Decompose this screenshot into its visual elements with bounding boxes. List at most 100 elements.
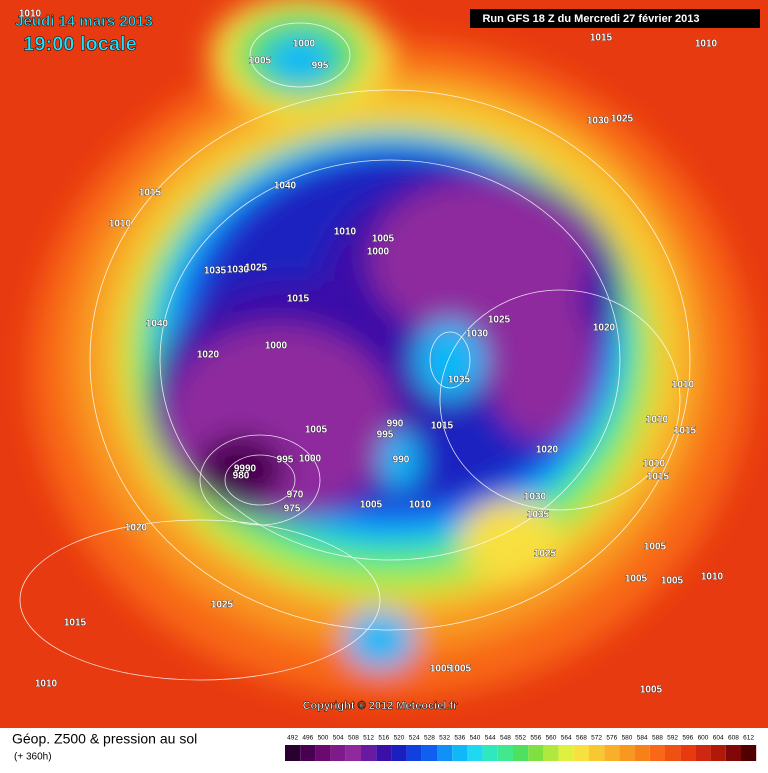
colorbar-swatch [376,745,392,761]
isobar-label: 1015 [64,618,87,629]
isobar-label: 995 [377,430,394,441]
isobar-label: 975 [284,504,301,515]
colorbar-label: 588 [652,735,663,742]
colorbar-swatch [482,745,498,761]
isobar-label: 1025 [211,600,234,611]
isobar-label: 1010 [19,9,42,20]
colorbar-label: 580 [622,735,633,742]
colorbar-label: 608 [728,735,739,742]
colorbar-label: 572 [591,735,602,742]
run-info: Run GFS 18 Z du Mercredi 27 février 2013 [482,13,699,25]
colorbar-swatch [452,745,468,761]
run-box [470,9,760,28]
colorbar-swatch [330,745,346,761]
isobar-label: 1005 [661,576,684,587]
isobar-label: 1025 [245,263,268,274]
isobar-label: 1030 [524,492,547,503]
colorbar-label: 492 [287,735,298,742]
colorbar-swatch [634,745,650,761]
colorbar-label: 496 [302,735,313,742]
isobar-label: 995 [312,61,329,72]
colorbar-swatch [391,745,407,761]
isobar-label: 1010 [672,380,695,391]
isobar-label: 1025 [611,114,634,125]
isobar-label: 1015 [139,188,162,199]
isobar-label: 1010 [334,227,357,238]
isobar-label: 1000 [299,454,322,465]
colorbar: 492 496 500 504 508 512 516 520 524 528 532 536 540 5… [285,735,757,761]
colorbar-label: 592 [667,735,678,742]
colorbar-label: 560 [546,735,557,742]
isobar-label: 1000 [265,341,288,352]
isobar-label: 1005 [360,500,383,511]
isobar-label: 1000 [293,39,316,50]
isobar-label: 1025 [488,315,511,326]
isobar-label: 1025 [534,549,557,560]
map: Jeudi 14 mars 2013 19:00 locale Run GFS … [0,0,768,728]
colorbar-swatch [695,745,711,761]
isobar-label: 1010 [701,572,724,583]
colorbar-label: 548 [500,735,511,742]
isobar-label: 1010 [695,39,718,50]
date: Jeudi 14 mars 2013 [15,13,153,30]
isobar-label: 1005 [372,234,395,245]
isobar-label: 9990 [234,464,257,475]
colorbar-label: 500 [318,735,329,742]
isobar-label: 980 [233,471,250,482]
colorbar-swatch [573,745,589,761]
colorbar-swatch [437,745,453,761]
isobar-label: 1020 [593,323,616,334]
isobar-label: 1010 [109,219,132,230]
isobar-label: 1020 [197,350,220,361]
legend: Géop. Z500 & pression au sol (+ 360h) 49… [0,728,768,768]
colorbar-label: 512 [363,735,374,742]
isobar-label: 1040 [146,319,169,330]
colorbar-swatch [300,745,316,761]
colorbar-swatch [406,745,422,761]
isobar-label: 1000 [367,247,390,258]
isobar-label: 1035 [204,266,227,277]
isobar-label: 1005 [430,664,453,675]
isobar-label: 1030 [227,265,250,276]
isobar-label: 1020 [536,445,559,456]
isobar-label: 1015 [287,294,310,305]
copyright: Copyright © 2012 Meteociel.fr [303,700,459,712]
colorbar-swatch [619,745,635,761]
isobar-label: 1010 [35,679,58,690]
colorbar-label: 508 [348,735,359,742]
colorbar-label: 584 [637,735,648,742]
colorbar-label: 532 [439,735,450,742]
isobar-label: 1015 [674,426,697,437]
time: 19:00 locale [23,33,136,55]
colorbar-swatch [741,745,757,761]
colorbar-label: 536 [454,735,465,742]
colorbar-label: 540 [470,735,481,742]
colorbar-swatch [421,745,437,761]
colorbar-swatch [649,745,665,761]
colorbar-label: 600 [698,735,709,742]
colorbar-label: 524 [409,735,420,742]
colorbar-label: 552 [515,735,526,742]
colorbar-swatch [528,745,544,761]
colorbar-label: 612 [743,735,754,742]
isobar-label: 1005 [305,425,328,436]
colorbar-swatch [725,745,741,761]
colorbar-swatch [665,745,681,761]
isobar-label: 970 [287,490,304,501]
isobar-label: 1040 [274,181,297,192]
isobar-label: 1035 [448,375,471,386]
isobar-label: 1005 [449,664,472,675]
isobar-label: 1020 [125,523,148,534]
colorbar-swatch [589,745,605,761]
colorbar-swatch [285,745,301,761]
colorbar-label: 604 [713,735,724,742]
colorbar-label: 568 [576,735,587,742]
isobar-label: 1030 [587,116,610,127]
colorbar-swatch [543,745,559,761]
isobar-label: 1005 [625,574,648,585]
legend-lead: (+ 360h) [14,752,52,763]
legend-title: Géop. Z500 & pression au sol [12,731,197,747]
colorbar-label: 528 [424,735,435,742]
isobar-label: 1010 [643,459,666,470]
